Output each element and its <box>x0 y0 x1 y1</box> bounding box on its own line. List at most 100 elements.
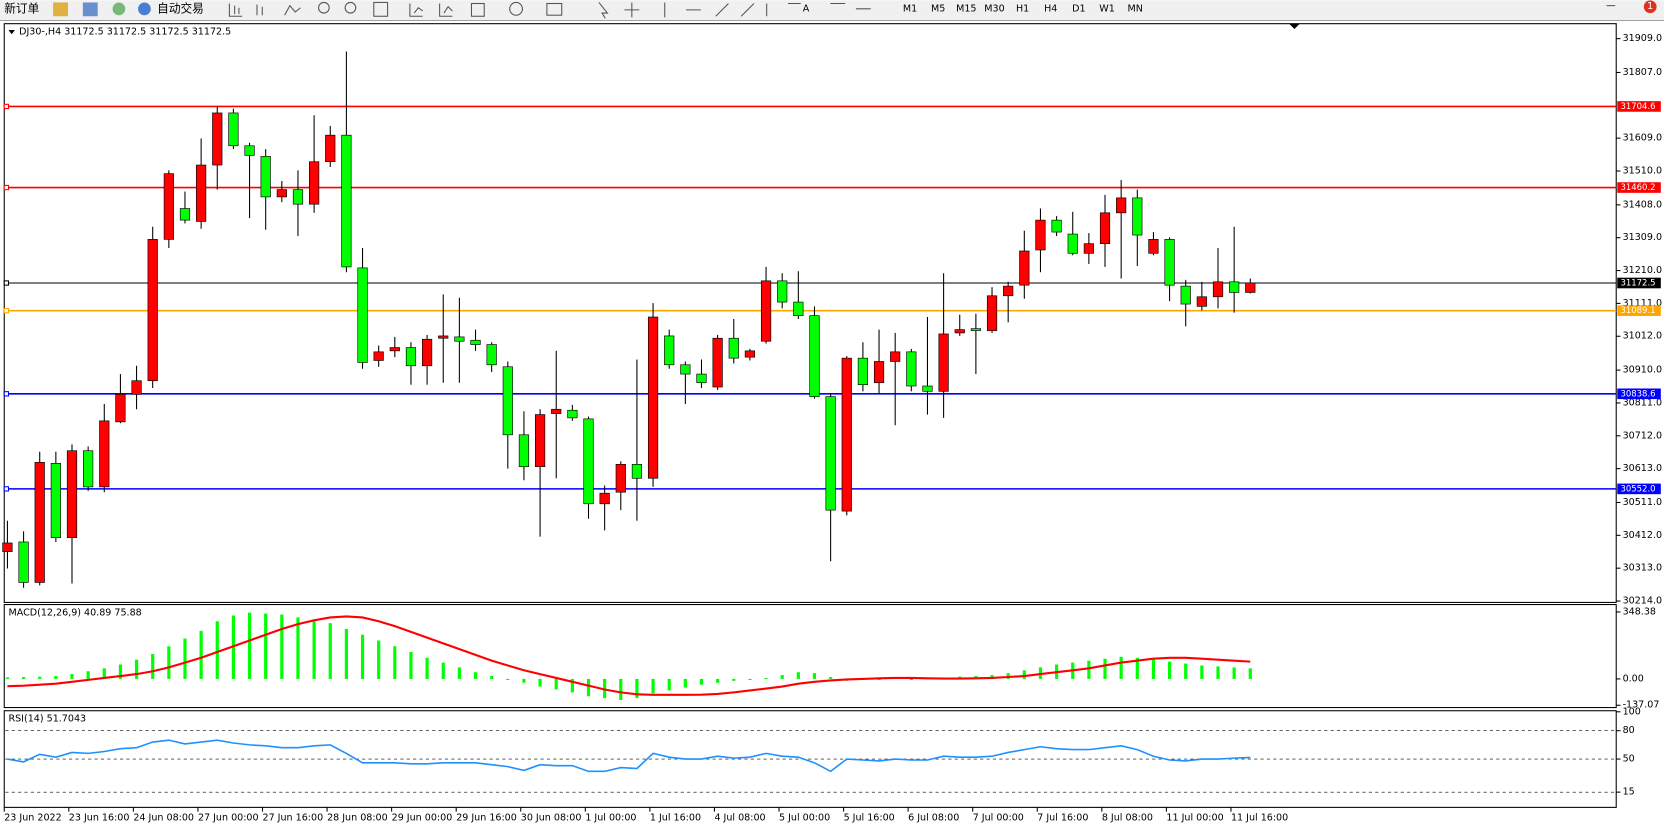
macd-bar <box>748 678 752 680</box>
macd-bar <box>1184 663 1188 679</box>
candle-body <box>1212 281 1224 298</box>
macd-bar <box>1135 657 1139 679</box>
candle-body <box>728 337 739 359</box>
icon[interactable] <box>344 1 357 14</box>
candle-body <box>212 112 223 166</box>
candle-body <box>83 450 94 488</box>
macd-bar <box>70 674 74 679</box>
icon[interactable] <box>112 2 126 16</box>
macd-bar <box>264 613 268 679</box>
macd-bar <box>360 634 365 679</box>
candle-body <box>325 134 336 163</box>
price-line-handle <box>3 280 10 286</box>
macd-bar <box>425 657 429 679</box>
y-tick-label: 31408.0 <box>1623 199 1662 210</box>
icon[interactable] <box>228 3 243 17</box>
candle-body <box>357 267 368 363</box>
rsi-title: RSI(14) 51.7043 <box>8 714 86 725</box>
candle-body <box>615 464 626 493</box>
price-label-bg <box>1617 305 1661 316</box>
icon[interactable] <box>373 1 389 17</box>
text-tool[interactable]: A <box>803 3 810 14</box>
candle-body <box>793 301 804 316</box>
icon[interactable] <box>509 1 523 16</box>
candle-body <box>873 361 885 384</box>
x-tick-label: 5 Jul 16:00 <box>844 812 895 823</box>
candle-body <box>373 351 384 361</box>
y-tick-label: 31012.0 <box>1623 331 1662 342</box>
icon[interactable] <box>470 2 485 17</box>
candle-body <box>631 464 643 479</box>
timeframe-button[interactable]: M5 <box>931 3 945 14</box>
candle-body <box>534 414 546 467</box>
candle-body <box>179 208 191 221</box>
icon[interactable] <box>318 1 330 14</box>
price-label-bg <box>1617 277 1661 289</box>
timeframe-button[interactable]: W1 <box>1099 3 1115 14</box>
price-label-bg <box>1617 388 1661 400</box>
candle-body <box>1035 219 1046 251</box>
icon[interactable] <box>624 2 871 18</box>
macd-bar <box>780 675 784 679</box>
candle-body <box>341 134 352 268</box>
icon[interactable] <box>409 3 423 17</box>
candle-body <box>196 164 207 222</box>
macd-bar <box>667 678 671 691</box>
timeframe-button[interactable]: MN <box>1127 3 1142 14</box>
timeframe-button[interactable]: H4 <box>1044 3 1057 14</box>
macd-bar <box>393 646 397 679</box>
x-tick-label: 11 Jul 16:00 <box>1231 812 1288 823</box>
y-tick-label: 31807.0 <box>1623 67 1662 78</box>
icon[interactable] <box>138 2 151 16</box>
timeframe-button[interactable]: D1 <box>1072 3 1085 14</box>
y-tick-label: 30412.0 <box>1623 530 1662 541</box>
candle-body <box>1116 197 1127 214</box>
y-tick-label: 50 <box>1623 754 1635 765</box>
macd-bar <box>812 673 817 679</box>
icon[interactable] <box>284 4 301 16</box>
macd-bar <box>377 640 381 679</box>
candle-body <box>309 161 320 205</box>
icon[interactable] <box>53 2 68 17</box>
candle-body <box>1196 296 1207 307</box>
y-tick-label: 0.00 <box>1623 673 1644 684</box>
candle-body <box>906 351 917 387</box>
macd-bar <box>296 617 300 679</box>
alert-badge[interactable] <box>1643 0 1657 14</box>
x-tick-label: 6 Jul 08:00 <box>908 812 959 823</box>
candle-body <box>970 328 981 331</box>
auto-trading-button[interactable]: 自动交易 <box>157 1 204 15</box>
icon[interactable] <box>439 3 453 17</box>
candle-body <box>292 189 304 205</box>
macd-title: MACD(12,26,9) 40.89 75.88 <box>8 608 141 619</box>
new-order-button[interactable]: 新订单 <box>4 1 39 15</box>
icon[interactable] <box>82 2 98 17</box>
macd-bar <box>1151 659 1156 679</box>
macd-bar <box>102 668 106 679</box>
timeframe-button[interactable]: M30 <box>984 3 1004 14</box>
y-tick-label: 348.38 <box>1623 606 1656 617</box>
timeframe-button[interactable]: H1 <box>1016 3 1029 14</box>
macd-bar <box>490 676 494 679</box>
timeframe-button[interactable]: M1 <box>903 3 917 14</box>
candle-body <box>2 542 13 552</box>
macd-bar <box>38 676 42 679</box>
candle-body <box>938 333 949 392</box>
timeframe-button[interactable]: M15 <box>956 3 976 14</box>
candle-body <box>712 337 723 388</box>
price-label: 30552.0 <box>1620 484 1655 494</box>
price-label: 31089.1 <box>1620 306 1655 316</box>
x-tick-label: 11 Jul 00:00 <box>1166 812 1223 823</box>
price-label: 30838.6 <box>1620 389 1655 399</box>
macd-bar <box>54 676 58 679</box>
chart-shift-marker[interactable] <box>1289 23 1300 29</box>
icon[interactable] <box>598 2 609 19</box>
icon[interactable] <box>546 2 563 16</box>
icon[interactable] <box>256 4 263 16</box>
price-label-bg <box>1617 483 1661 495</box>
candle-body <box>421 338 433 367</box>
macd-bar <box>909 678 913 680</box>
macd-bar <box>829 676 833 679</box>
candle-body <box>228 112 239 147</box>
